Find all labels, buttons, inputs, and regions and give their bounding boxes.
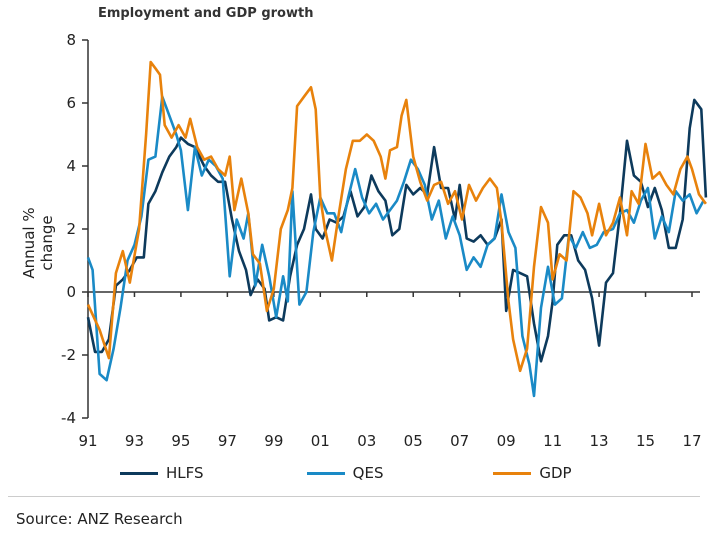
x-tick-label: 97 bbox=[218, 432, 237, 450]
plot-area: -4 -2 0 2 4 6 8 91 93 95 97 99 01 03 05 07 09 11 13 15 17 bbox=[61, 31, 708, 450]
legend-swatch bbox=[306, 471, 345, 475]
legend-item-hlfs: HLFS bbox=[120, 464, 307, 482]
y-tick-label: -4 bbox=[61, 409, 76, 427]
x-tick-label: 93 bbox=[125, 432, 144, 450]
series-line-gdp bbox=[86, 60, 707, 373]
legend-label: GDP bbox=[539, 464, 572, 482]
legend: HLFS QES GDP bbox=[120, 464, 680, 482]
legend-label: QES bbox=[352, 464, 384, 482]
series-line-hlfs bbox=[86, 98, 708, 363]
y-tick-label: -2 bbox=[61, 346, 76, 364]
x-tick-label: 13 bbox=[590, 432, 609, 450]
legend-swatch bbox=[120, 471, 158, 475]
x-tick-label: 15 bbox=[636, 432, 655, 450]
legend-item-gdp: GDP bbox=[493, 464, 680, 482]
y-tick-label: 0 bbox=[66, 283, 76, 301]
x-tick-label: 09 bbox=[497, 432, 516, 450]
legend-label: HLFS bbox=[166, 464, 204, 482]
x-tick-label: 07 bbox=[450, 432, 469, 450]
y-tick-label: 4 bbox=[66, 157, 76, 175]
source-note: Source: ANZ Research bbox=[16, 510, 183, 528]
divider bbox=[8, 496, 700, 497]
x-tick-label: 95 bbox=[171, 432, 190, 450]
series-line-qes bbox=[86, 95, 705, 398]
x-tick-label: 17 bbox=[682, 432, 701, 450]
y-tick-label: 8 bbox=[66, 31, 76, 49]
x-tick-label: 11 bbox=[543, 432, 562, 450]
legend-item-qes: QES bbox=[306, 464, 494, 482]
x-tick-label: 05 bbox=[404, 432, 423, 450]
x-tick-label: 99 bbox=[264, 432, 283, 450]
chart-title: Employment and GDP growth bbox=[98, 6, 314, 21]
y-tick-label: 2 bbox=[66, 220, 76, 238]
legend-swatch bbox=[493, 471, 532, 475]
x-tick-label: 91 bbox=[78, 432, 97, 450]
x-tick-label: 03 bbox=[357, 432, 376, 450]
x-tick-label: 01 bbox=[311, 432, 330, 450]
y-tick-label: 6 bbox=[66, 94, 76, 112]
